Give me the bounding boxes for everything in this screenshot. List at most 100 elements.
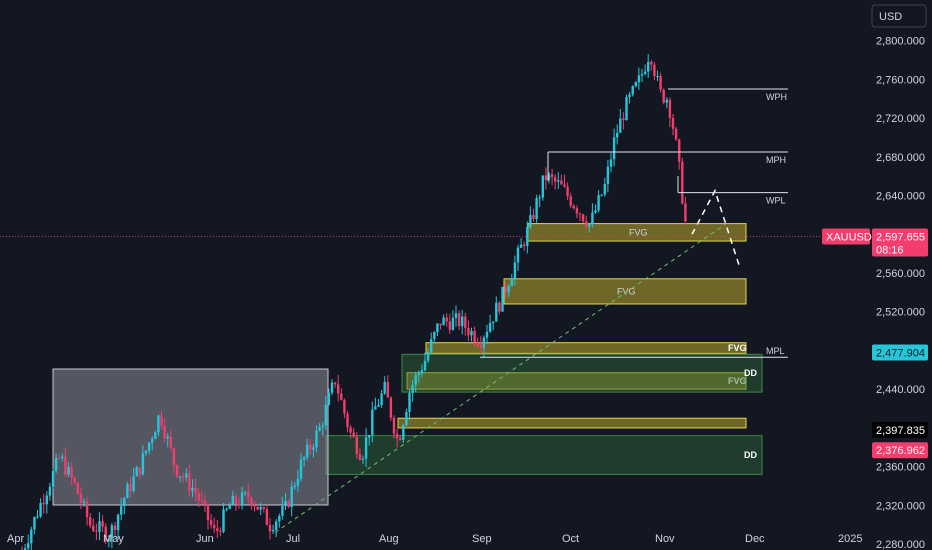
candle-body [253, 504, 256, 507]
candle-body [197, 492, 200, 501]
candle-body [244, 492, 247, 494]
candle-body [640, 74, 644, 76]
candle-body [504, 286, 507, 293]
candle-body [141, 453, 145, 475]
candle-body [678, 139, 681, 162]
candle-body [278, 515, 281, 522]
candle-body [92, 525, 95, 531]
fvg-zone[interactable] [503, 278, 747, 305]
candle-body [85, 501, 89, 518]
candle-body [355, 436, 358, 455]
candle-body [566, 186, 569, 197]
candle-body [622, 118, 625, 121]
level-label: WPH [766, 92, 787, 102]
level-label: MPL [766, 346, 785, 356]
candle-body [151, 438, 154, 443]
candle-body [634, 82, 637, 87]
candle-body [436, 323, 439, 333]
trendline[interactable] [274, 224, 726, 533]
candle-body [126, 484, 129, 499]
x-tick-label: Nov [655, 533, 675, 545]
y-tick-label: 2,320.000 [876, 500, 925, 512]
candle-body [572, 205, 575, 209]
candle-body [98, 521, 101, 532]
candle-body [185, 473, 188, 478]
candle-body [160, 415, 163, 426]
candle-body [42, 502, 45, 505]
candle-body [73, 477, 76, 483]
candle-body [575, 208, 579, 214]
candle-body [116, 514, 120, 531]
dd-zone[interactable] [401, 353, 763, 393]
candle-body [54, 457, 58, 471]
candle-body [519, 244, 523, 248]
candle-body [653, 64, 656, 77]
candle-body [389, 397, 393, 418]
candle-body [349, 427, 352, 433]
x-tick-label: Jul [286, 533, 300, 545]
candle-body [203, 500, 207, 504]
candle-body [526, 227, 529, 247]
candle-body [209, 520, 213, 525]
y-tick-label: 2,640.000 [876, 191, 925, 203]
candle-body [61, 456, 64, 459]
candle-body [70, 466, 73, 478]
candle-body [361, 458, 365, 460]
currency-button[interactable] [871, 4, 927, 28]
candle-body [101, 521, 104, 527]
candle-body [166, 436, 169, 439]
candle-body [430, 339, 433, 353]
candle-body [585, 221, 588, 227]
candle-body [482, 337, 486, 348]
candle-body [492, 321, 495, 324]
fvg-zone[interactable] [397, 417, 747, 429]
candle-body [625, 97, 628, 121]
candle-body [315, 430, 318, 448]
candle-body [312, 447, 315, 450]
candle-body [470, 330, 473, 336]
candle-body [560, 180, 563, 185]
candle-body [616, 132, 619, 138]
last-price-badge [872, 228, 928, 257]
candle-body [439, 323, 442, 326]
candle-body [643, 71, 647, 75]
candle-body [163, 425, 166, 439]
candle-body [188, 473, 191, 491]
candle-body [175, 465, 179, 477]
candle-body [95, 530, 98, 532]
fvg-zone[interactable] [425, 342, 747, 354]
candle-body [535, 198, 538, 219]
candle-body [135, 467, 138, 477]
symbol-name: XAUUSD [826, 232, 872, 244]
candle-body [169, 436, 172, 448]
candle-body [631, 86, 634, 95]
candle-body [603, 183, 606, 195]
candle-body [262, 507, 265, 509]
candle-body [467, 328, 470, 336]
candle-body [247, 492, 250, 498]
candle-body [110, 525, 114, 539]
candle-body [476, 342, 479, 346]
candle-body [51, 470, 55, 487]
candle-body [275, 521, 278, 530]
y-tick-label: 2,560.000 [876, 268, 925, 280]
candle-body [256, 506, 259, 510]
candle-body [380, 393, 383, 406]
candle-body [513, 262, 517, 279]
fvg-zone[interactable] [406, 372, 747, 390]
candle-body [501, 286, 504, 312]
zone-label: DD [744, 450, 757, 460]
candle-body [23, 548, 27, 550]
candle-body [138, 467, 141, 475]
candle-body [213, 524, 216, 529]
projection-path[interactable] [691, 188, 741, 269]
candle-body [222, 509, 225, 532]
candle-body [563, 184, 566, 187]
candle-body [498, 302, 501, 312]
x-tick-label: Aug [379, 533, 399, 545]
candle-body [268, 525, 272, 532]
candle-body [191, 487, 194, 491]
dd-zone[interactable] [325, 435, 763, 475]
candle-body [417, 372, 420, 376]
